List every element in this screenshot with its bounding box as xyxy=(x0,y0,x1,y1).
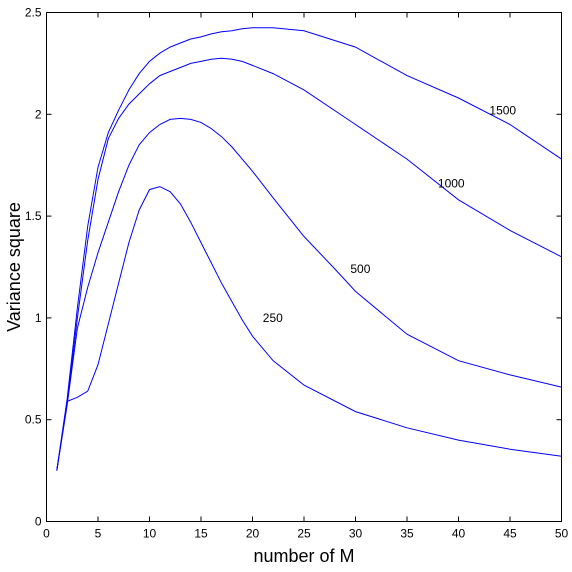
series-label-500: 500 xyxy=(350,262,370,276)
series-label-250: 250 xyxy=(263,311,283,325)
series-label-1000: 1000 xyxy=(438,177,465,191)
x-tick-label: 15 xyxy=(194,527,208,541)
x-tick-label: 35 xyxy=(400,527,414,541)
x-tick-label: 5 xyxy=(95,527,102,541)
series-lines xyxy=(56,27,562,471)
x-tick-label: 25 xyxy=(297,527,311,541)
series-line-500 xyxy=(56,117,562,471)
series-labels: 250 500 1000 1500 xyxy=(263,103,517,325)
y-axis-title: Variance square xyxy=(4,202,24,332)
series-line-1500 xyxy=(56,27,562,471)
y-tick-label: 1.5 xyxy=(25,209,42,223)
y-axis: 0 0.5 1 1.5 2 2.5 xyxy=(25,6,562,529)
y-tick-label: 2 xyxy=(35,107,42,121)
x-tick-label: 10 xyxy=(143,527,157,541)
x-tick-label: 45 xyxy=(503,527,517,541)
x-axis: 0 5 10 15 20 25 30 35 40 45 50 xyxy=(43,12,569,541)
y-tick-label: 1 xyxy=(35,311,42,325)
y-tick-label: 0 xyxy=(35,515,42,529)
x-tick-label: 30 xyxy=(349,527,363,541)
y-tick-label: 0.5 xyxy=(25,413,42,427)
series-line-250 xyxy=(56,186,562,471)
x-tick-label: 40 xyxy=(452,527,466,541)
x-axis-title: number of M xyxy=(253,546,354,566)
x-tick-label: 20 xyxy=(246,527,260,541)
series-label-1500: 1500 xyxy=(489,103,516,117)
y-tick-label: 2.5 xyxy=(25,6,42,20)
x-tick-label: 50 xyxy=(555,527,569,541)
x-tick-label: 0 xyxy=(43,527,50,541)
series-line-1000 xyxy=(56,57,562,471)
